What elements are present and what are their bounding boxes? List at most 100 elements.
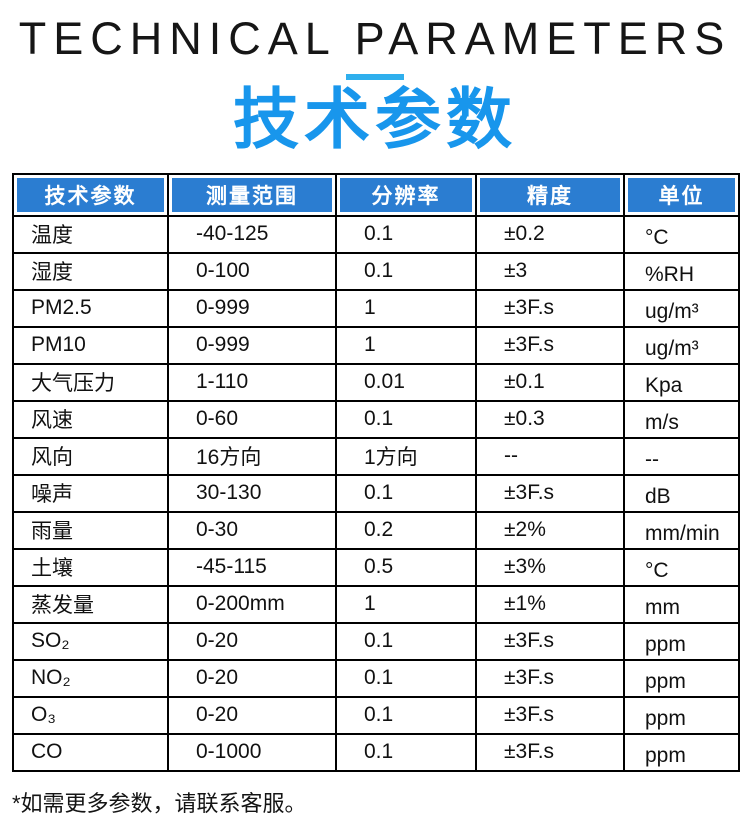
table-cell: ug/m³ <box>623 288 740 328</box>
table-cell: 大气压力 <box>12 362 169 402</box>
table-cell: ppm <box>623 658 740 698</box>
table-cell: ±3F.s <box>475 658 625 698</box>
table-cell: 0.5 <box>335 547 477 587</box>
column-header-label: 测量范围 <box>172 177 332 212</box>
table-cell: ±3F.s <box>475 732 625 772</box>
table-cell: dB <box>623 473 740 513</box>
table-cell: 0-60 <box>167 399 337 439</box>
table-cell: ±3% <box>475 547 625 587</box>
table-cell: °C <box>623 547 740 587</box>
table-cell: ±0.3 <box>475 399 625 439</box>
column-header-label: 分辨率 <box>340 177 472 212</box>
table-cell: ±3F.s <box>475 288 625 328</box>
table-row: 风向 16方向 1方向 -- -- <box>12 436 740 476</box>
column-header: 分辨率 <box>335 172 477 217</box>
table-cell: ±3F.s <box>475 325 625 365</box>
table-cell: ppm <box>623 621 740 661</box>
table-cell: ±1% <box>475 584 625 624</box>
table-cell: %RH <box>623 251 740 291</box>
column-header: 测量范围 <box>167 172 337 217</box>
table-cell: 16方向 <box>167 436 337 476</box>
table-cell: ±3F.s <box>475 621 625 661</box>
table-cell: -- <box>475 436 625 476</box>
table-cell: 0.2 <box>335 510 477 550</box>
table-cell: NO₂ <box>12 658 169 698</box>
table-cell: ±3 <box>475 251 625 291</box>
table-head: 技术参数 测量范围 分辨率 精度 单位 <box>12 172 740 217</box>
table-cell: 0-100 <box>167 251 337 291</box>
table-cell: -- <box>623 436 740 476</box>
table-cell: PM10 <box>12 325 169 365</box>
table-cell: ±3F.s <box>475 473 625 513</box>
table-cell: ±3F.s <box>475 695 625 735</box>
table-cell: °C <box>623 214 740 254</box>
table-cell: -45-115 <box>167 547 337 587</box>
table-cell: ug/m³ <box>623 325 740 365</box>
table-cell: ppm <box>623 695 740 735</box>
table-cell: 0-1000 <box>167 732 337 772</box>
table-cell: O₃ <box>12 695 169 735</box>
table-cell: 0-999 <box>167 325 337 365</box>
table-cell: mm <box>623 584 740 624</box>
table-row: PM10 0-999 1 ±3F.s ug/m³ <box>12 325 740 365</box>
table-cell: 0.1 <box>335 214 477 254</box>
table-row: 土壤 -45-115 0.5 ±3% °C <box>12 547 740 587</box>
table-cell: 0-30 <box>167 510 337 550</box>
table-cell: ±2% <box>475 510 625 550</box>
technical-parameters-page: TECHNICAL PARAMETERS 技术参数 技术参数 测量范围 分辨率 精度单… <box>12 13 740 816</box>
table-cell: 噪声 <box>12 473 169 513</box>
table-cell: 0.1 <box>335 473 477 513</box>
table-header-row: 技术参数 测量范围 分辨率 精度 单位 <box>12 172 740 217</box>
table-body: 温度 -40-125 0.1 ±0.2 °C 湿度 0-100 0.1 ±3 %RH PM2.5 0-… <box>12 214 740 772</box>
table-cell: 0.1 <box>335 251 477 291</box>
table-cell: CO <box>12 732 169 772</box>
table-cell: 0-20 <box>167 658 337 698</box>
table-cell: 湿度 <box>12 251 169 291</box>
table-row: 风速 0-60 0.1 ±0.3 m/s <box>12 399 740 439</box>
table-row: 大气压力 1-110 0.01 ±0.1 Kpa <box>12 362 740 402</box>
title-divider <box>346 73 404 80</box>
page-title-zh: 技术参数 <box>233 81 517 156</box>
column-header-label: 精度 <box>480 177 620 212</box>
table-cell: 蒸发量 <box>12 584 169 624</box>
column-header-label: 技术参数 <box>17 177 164 212</box>
table-cell: 雨量 <box>12 510 169 550</box>
table-cell: 0.1 <box>335 695 477 735</box>
table-cell: 1 <box>335 325 477 365</box>
table-cell: 1 <box>335 288 477 328</box>
table-cell: SO₂ <box>12 621 169 661</box>
table-cell: 0.1 <box>335 658 477 698</box>
table-cell: ppm <box>623 732 740 772</box>
table-cell: 0-200mm <box>167 584 337 624</box>
table-row: 雨量 0-30 0.2 ±2% mm/min <box>12 510 740 550</box>
table-row: 温度 -40-125 0.1 ±0.2 °C <box>12 214 740 254</box>
footnote: *如需更多参数，请联系客服。 <box>12 790 307 816</box>
table-cell: 风速 <box>12 399 169 439</box>
page-title-en: TECHNICAL PARAMETERS <box>18 13 732 64</box>
table-cell: PM2.5 <box>12 288 169 328</box>
table-cell: 0-20 <box>167 621 337 661</box>
table-cell: -40-125 <box>167 214 337 254</box>
table-cell: Kpa <box>623 362 740 402</box>
column-header: 技术参数 <box>12 172 169 217</box>
table-cell: 0.1 <box>335 732 477 772</box>
table-cell: 风向 <box>12 436 169 476</box>
table-row: PM2.5 0-999 1 ±3F.s ug/m³ <box>12 288 740 328</box>
table-cell: 温度 <box>12 214 169 254</box>
table-cell: ±0.1 <box>475 362 625 402</box>
table-cell: 0.01 <box>335 362 477 402</box>
table-cell: 1方向 <box>335 436 477 476</box>
column-header: 单位 <box>623 172 740 217</box>
table-cell: mm/min <box>623 510 740 550</box>
table-cell: ±0.2 <box>475 214 625 254</box>
table-cell: 0-20 <box>167 695 337 735</box>
table-cell: 0.1 <box>335 621 477 661</box>
table-cell: 30-130 <box>167 473 337 513</box>
table-cell: 0.1 <box>335 399 477 439</box>
table-row: SO₂ 0-20 0.1 ±3F.s ppm <box>12 621 740 661</box>
table-row: 噪声 30-130 0.1 ±3F.s dB <box>12 473 740 513</box>
table-cell: 1 <box>335 584 477 624</box>
table-row: 湿度 0-100 0.1 ±3 %RH <box>12 251 740 291</box>
table-cell: 1-110 <box>167 362 337 402</box>
column-header: 精度 <box>475 172 625 217</box>
